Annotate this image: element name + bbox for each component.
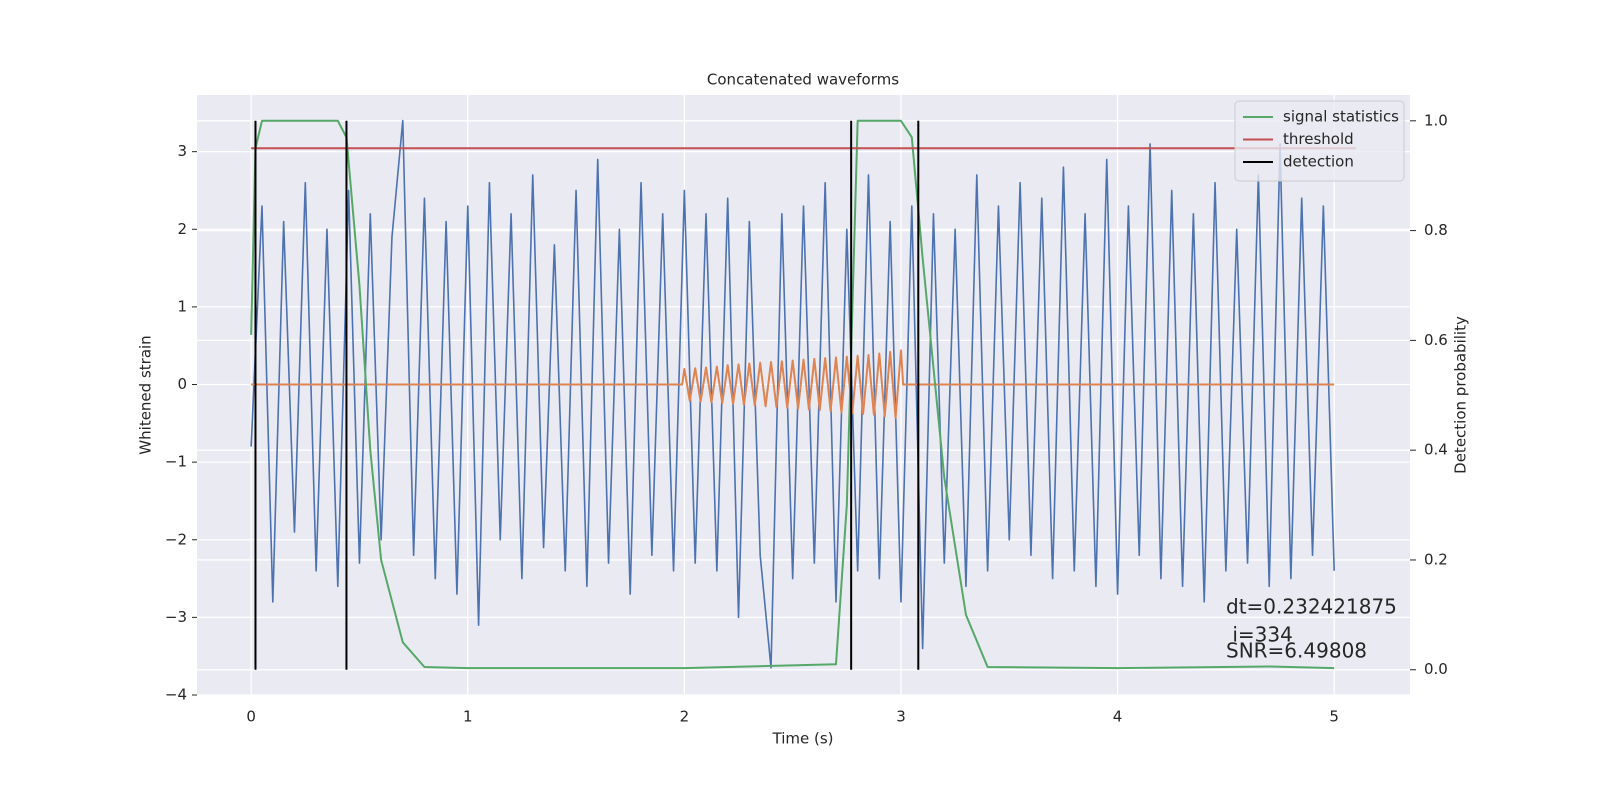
series-line [251,349,1335,419]
x-tick-label: 5 [1329,708,1339,726]
x-tick-label: 4 [1113,708,1123,726]
marks [250,119,1356,670]
y-tick-label: −1 [165,453,187,471]
x-axis-label: Time (s) [772,730,834,748]
y-tick-label: 1 [177,297,187,315]
x-tick-label: 2 [680,708,690,726]
series-line [250,119,1335,669]
y-tick-label: 2 [177,220,187,238]
legend-label: signal statistics [1283,108,1399,126]
plot-area [197,95,1410,695]
legend-label: threshold [1283,130,1354,148]
y-axis-label: Whitened strain [137,335,155,454]
chart-title: Concatenated waveforms [707,71,899,89]
annotation: dt=0.232421875 [1226,595,1397,619]
series-line [250,119,1335,670]
y2-tick-label: 1.0 [1424,111,1448,129]
x-tick-label: 0 [246,708,256,726]
annotation: i=334 [1226,623,1293,647]
y-tick-label: −2 [165,530,187,548]
legend-label: detection [1283,153,1354,171]
y2-axis-label: Detection probability [1452,316,1470,474]
y2-tick-label: 0.2 [1424,550,1448,568]
y-tick-label: 3 [177,142,187,160]
y2-tick-label: 0.0 [1424,660,1448,678]
y2-tick-label: 0.6 [1424,331,1448,349]
y2-tick-label: 0.4 [1424,441,1448,459]
y-tick-label: −3 [165,608,187,626]
x-tick-label: 3 [896,708,906,726]
y-tick-label: 0 [177,375,187,393]
legend-box [1234,100,1405,182]
annotation: SNR=6.49808 [1226,639,1367,663]
y-tick-label: −4 [165,686,187,704]
legend: signal statistics threshold detection [1234,100,1405,182]
y2-tick-label: 0.8 [1424,221,1448,239]
x-tick-label: 1 [463,708,473,726]
